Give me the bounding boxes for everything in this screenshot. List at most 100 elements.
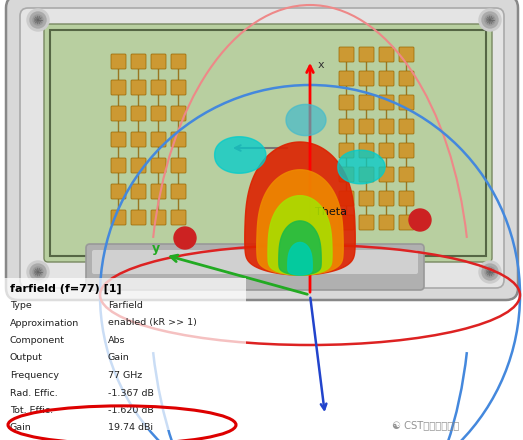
Circle shape bbox=[485, 267, 495, 277]
Circle shape bbox=[482, 264, 498, 280]
FancyBboxPatch shape bbox=[339, 143, 354, 158]
FancyBboxPatch shape bbox=[379, 47, 394, 62]
FancyBboxPatch shape bbox=[111, 158, 126, 173]
FancyBboxPatch shape bbox=[399, 95, 414, 110]
FancyBboxPatch shape bbox=[151, 210, 166, 225]
FancyBboxPatch shape bbox=[20, 8, 504, 288]
FancyBboxPatch shape bbox=[131, 80, 146, 95]
FancyBboxPatch shape bbox=[171, 184, 186, 199]
FancyBboxPatch shape bbox=[339, 95, 354, 110]
FancyBboxPatch shape bbox=[151, 106, 166, 121]
FancyBboxPatch shape bbox=[399, 71, 414, 86]
FancyBboxPatch shape bbox=[399, 167, 414, 182]
Circle shape bbox=[409, 209, 431, 231]
FancyBboxPatch shape bbox=[339, 215, 354, 230]
FancyBboxPatch shape bbox=[399, 143, 414, 158]
FancyBboxPatch shape bbox=[86, 244, 424, 290]
Circle shape bbox=[487, 17, 493, 23]
Text: Gain: Gain bbox=[10, 423, 32, 433]
FancyBboxPatch shape bbox=[339, 47, 354, 62]
Text: Tot. Effic.: Tot. Effic. bbox=[10, 406, 53, 415]
Polygon shape bbox=[338, 150, 385, 184]
Circle shape bbox=[482, 12, 498, 28]
FancyBboxPatch shape bbox=[151, 158, 166, 173]
FancyBboxPatch shape bbox=[111, 210, 126, 225]
Text: Farfield: Farfield bbox=[108, 301, 143, 310]
Circle shape bbox=[27, 9, 49, 31]
Text: Component: Component bbox=[10, 336, 65, 345]
FancyBboxPatch shape bbox=[111, 80, 126, 95]
Text: enabled (kR >> 1): enabled (kR >> 1) bbox=[108, 319, 197, 327]
Text: Output: Output bbox=[10, 353, 43, 363]
FancyBboxPatch shape bbox=[399, 47, 414, 62]
FancyBboxPatch shape bbox=[379, 95, 394, 110]
FancyBboxPatch shape bbox=[111, 54, 126, 69]
Text: Type: Type bbox=[10, 301, 32, 310]
FancyBboxPatch shape bbox=[359, 143, 374, 158]
FancyBboxPatch shape bbox=[171, 132, 186, 147]
FancyBboxPatch shape bbox=[151, 132, 166, 147]
Text: -1.620 dB: -1.620 dB bbox=[108, 406, 154, 415]
FancyBboxPatch shape bbox=[131, 184, 146, 199]
Text: Abs: Abs bbox=[108, 336, 126, 345]
Polygon shape bbox=[268, 196, 332, 275]
Circle shape bbox=[27, 261, 49, 283]
FancyBboxPatch shape bbox=[111, 132, 126, 147]
FancyBboxPatch shape bbox=[171, 106, 186, 121]
FancyBboxPatch shape bbox=[171, 210, 186, 225]
FancyBboxPatch shape bbox=[379, 71, 394, 86]
Circle shape bbox=[479, 9, 501, 31]
Text: 77 GHz: 77 GHz bbox=[108, 371, 142, 380]
Circle shape bbox=[30, 264, 46, 280]
FancyBboxPatch shape bbox=[131, 132, 146, 147]
FancyBboxPatch shape bbox=[339, 167, 354, 182]
FancyBboxPatch shape bbox=[131, 210, 146, 225]
FancyBboxPatch shape bbox=[6, 0, 518, 300]
Text: -1.367 dB: -1.367 dB bbox=[108, 389, 154, 397]
Text: Theta: Theta bbox=[315, 207, 347, 217]
Text: x: x bbox=[318, 60, 325, 70]
FancyBboxPatch shape bbox=[399, 215, 414, 230]
Polygon shape bbox=[288, 242, 312, 275]
Polygon shape bbox=[279, 221, 321, 275]
Text: 19.74 dBi: 19.74 dBi bbox=[108, 423, 153, 433]
FancyBboxPatch shape bbox=[379, 143, 394, 158]
FancyBboxPatch shape bbox=[359, 215, 374, 230]
FancyBboxPatch shape bbox=[359, 71, 374, 86]
FancyBboxPatch shape bbox=[359, 47, 374, 62]
Circle shape bbox=[35, 17, 41, 23]
FancyBboxPatch shape bbox=[359, 191, 374, 206]
FancyBboxPatch shape bbox=[111, 106, 126, 121]
FancyBboxPatch shape bbox=[111, 184, 126, 199]
Text: y: y bbox=[152, 242, 160, 255]
Text: farfield (f=77) [1]: farfield (f=77) [1] bbox=[10, 284, 122, 294]
FancyBboxPatch shape bbox=[379, 119, 394, 134]
FancyBboxPatch shape bbox=[171, 54, 186, 69]
FancyBboxPatch shape bbox=[379, 167, 394, 182]
FancyBboxPatch shape bbox=[399, 191, 414, 206]
FancyBboxPatch shape bbox=[44, 24, 492, 262]
Text: Approximation: Approximation bbox=[10, 319, 79, 327]
FancyBboxPatch shape bbox=[379, 191, 394, 206]
FancyBboxPatch shape bbox=[2, 278, 246, 430]
Text: Frequency: Frequency bbox=[10, 371, 59, 380]
Circle shape bbox=[487, 269, 493, 275]
FancyBboxPatch shape bbox=[131, 106, 146, 121]
FancyBboxPatch shape bbox=[151, 80, 166, 95]
Polygon shape bbox=[286, 104, 326, 136]
FancyBboxPatch shape bbox=[399, 119, 414, 134]
FancyBboxPatch shape bbox=[171, 80, 186, 95]
Circle shape bbox=[174, 227, 196, 249]
Text: Rad. Effic.: Rad. Effic. bbox=[10, 389, 58, 397]
FancyBboxPatch shape bbox=[92, 250, 418, 274]
FancyBboxPatch shape bbox=[151, 184, 166, 199]
Polygon shape bbox=[214, 137, 266, 173]
Circle shape bbox=[479, 261, 501, 283]
FancyBboxPatch shape bbox=[339, 71, 354, 86]
FancyBboxPatch shape bbox=[339, 191, 354, 206]
Circle shape bbox=[35, 269, 41, 275]
FancyBboxPatch shape bbox=[359, 95, 374, 110]
Circle shape bbox=[33, 15, 43, 25]
FancyBboxPatch shape bbox=[359, 119, 374, 134]
Circle shape bbox=[30, 12, 46, 28]
